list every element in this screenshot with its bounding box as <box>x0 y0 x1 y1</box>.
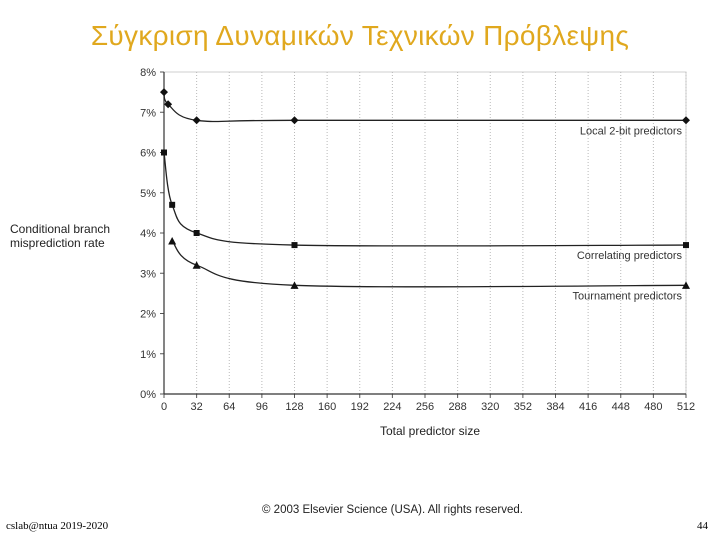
data-point-diamond <box>682 116 690 125</box>
axes <box>160 71 687 398</box>
x-tick-label: 448 <box>612 401 630 413</box>
x-tick-label: 320 <box>481 401 499 413</box>
x-tick-label: 384 <box>546 401 564 413</box>
x-tick-label: 192 <box>351 401 369 413</box>
series-line-2 <box>171 240 687 288</box>
data-point-diamond <box>192 116 201 125</box>
x-tick-label: 0 <box>161 401 167 413</box>
y-tick-label: 8% <box>140 67 156 79</box>
series-label: Local 2-bit predictors <box>580 125 683 137</box>
series-markers <box>160 88 690 289</box>
x-tick-label: 416 <box>579 401 597 413</box>
y-tick-label: 5% <box>140 188 156 200</box>
x-tick-label: 480 <box>644 401 662 413</box>
data-point-triangle <box>168 237 177 245</box>
x-tick-label: 64 <box>223 401 235 413</box>
x-tick-label: 96 <box>256 401 268 413</box>
data-point-square <box>161 149 167 156</box>
x-tick-label: 32 <box>191 401 203 413</box>
series-label: Correlating predictors <box>577 250 683 262</box>
y-tick-label: 6% <box>140 148 156 160</box>
y-tick-label: 1% <box>140 349 156 361</box>
copyright-notice: © 2003 Elsevier Science (USA). All right… <box>262 504 523 516</box>
x-axis-title: Total predictor size <box>379 424 481 438</box>
slide-title: Σύγκριση Δυναμικών Τεχνικών Πρόβλεψης <box>90 20 630 51</box>
x-tick-label: 352 <box>514 401 532 413</box>
x-tick-label: 512 <box>677 401 695 413</box>
y-tick-label: 4% <box>140 228 156 240</box>
footer-source: cslab@ntua 2019-2020 <box>6 520 109 532</box>
y-tick-label: 0% <box>140 389 156 401</box>
data-point-square <box>193 230 200 236</box>
data-point-diamond <box>160 88 168 97</box>
x-tick-labels: 0 32 64 96 128 160 192 224 256 288 320 352 384 416 448… <box>161 401 695 413</box>
y-axis-title: Conditional branch misprediction rate <box>10 222 111 250</box>
x-tick-label: 224 <box>383 401 401 413</box>
x-tick-label: 128 <box>285 401 303 413</box>
page-number: 44 <box>697 520 708 532</box>
data-point-diamond <box>164 100 173 109</box>
x-tick-label: 288 <box>448 401 466 413</box>
data-point-triangle <box>192 261 201 269</box>
series-labels: Local 2-bit predictors Correlating predic… <box>573 125 683 302</box>
series-label: Tournament predictors <box>573 290 683 302</box>
data-point-square <box>683 242 689 249</box>
data-point-square <box>291 242 298 249</box>
y-tick-labels: 0% 1% 2% 3% 4% 5% 6% 7% 8% <box>140 67 156 401</box>
x-tick-label: 160 <box>318 401 336 413</box>
y-tick-label: 7% <box>140 107 156 119</box>
y-tick-label: 2% <box>140 309 156 321</box>
data-point-triangle <box>682 281 690 289</box>
data-point-triangle <box>290 281 299 289</box>
y-tick-label: 3% <box>140 268 156 280</box>
data-point-square <box>169 201 176 208</box>
x-tick-label: 256 <box>416 401 434 413</box>
data-point-diamond <box>290 116 299 125</box>
